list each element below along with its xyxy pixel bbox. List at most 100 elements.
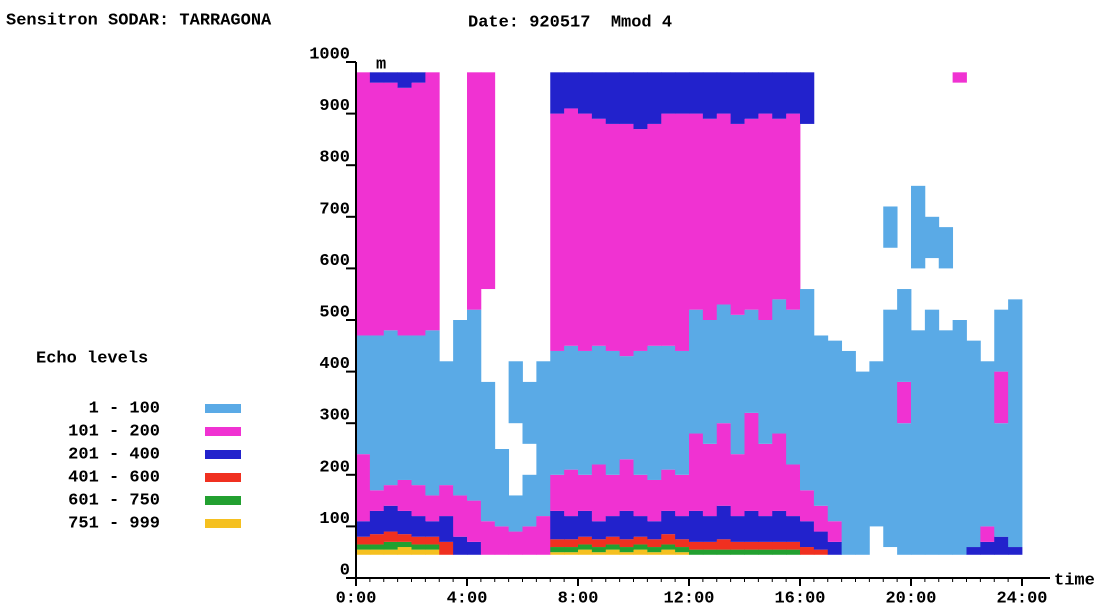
echo-cell	[716, 549, 732, 555]
echo-cell	[356, 454, 371, 522]
echo-cell	[938, 227, 954, 269]
echo-cell	[397, 534, 412, 542]
echo-cell	[924, 309, 940, 555]
legend-label: 751 - 999	[68, 514, 160, 533]
echo-cell	[647, 547, 662, 553]
echo-cell	[647, 521, 662, 540]
echo-cell	[564, 345, 579, 470]
echo-cell	[550, 72, 565, 114]
echo-cell	[661, 544, 676, 550]
echo-cell	[383, 549, 399, 555]
y-tick-label: 400	[319, 355, 350, 374]
echo-cell	[467, 309, 482, 501]
echo-cell	[647, 345, 662, 480]
echo-cell	[813, 505, 829, 532]
echo-cell	[702, 443, 718, 517]
echo-cell	[647, 479, 662, 522]
x-axis-label: time	[1054, 571, 1095, 590]
echo-cell	[924, 216, 940, 259]
echo-cell	[647, 123, 662, 346]
echo-cell	[1008, 547, 1023, 555]
echo-cell	[564, 469, 579, 517]
echo-cell	[702, 516, 718, 542]
echo-cell	[453, 320, 468, 496]
echo-cell	[397, 87, 412, 336]
echo-cell	[786, 464, 801, 517]
echo-cell	[397, 510, 412, 535]
echo-cell	[619, 123, 634, 357]
echo-cell	[758, 443, 773, 517]
echo-cell	[661, 113, 676, 346]
echo-cell	[369, 544, 385, 550]
echo-cell	[591, 547, 607, 553]
echo-cell	[480, 381, 496, 522]
echo-cell	[716, 113, 732, 305]
echo-cell	[397, 335, 412, 480]
echo-cell	[786, 72, 801, 114]
echo-cell	[425, 521, 440, 537]
echo-cell	[578, 474, 593, 511]
echo-cell	[425, 330, 440, 496]
echo-cell	[411, 485, 426, 517]
echo-cell	[439, 485, 454, 517]
echo-cell	[716, 423, 732, 506]
echo-cell	[369, 534, 385, 545]
legend-swatch	[205, 519, 241, 528]
echo-cell	[411, 82, 426, 336]
echo-cell	[550, 510, 565, 540]
echo-cell	[467, 72, 482, 310]
echo-cell	[661, 469, 676, 511]
x-tick-label: 0:00	[336, 589, 377, 608]
echo-cell	[605, 536, 621, 545]
echo-cell	[536, 361, 551, 517]
echo-cell	[827, 521, 843, 542]
echo-cell	[591, 345, 607, 465]
echo-cell	[356, 521, 371, 537]
echo-cell	[661, 510, 676, 535]
y-tick-label: 600	[319, 252, 350, 271]
legend-label: 1 - 100	[89, 399, 160, 418]
echo-cell	[411, 72, 426, 83]
echo-cell	[425, 536, 440, 545]
echo-cell	[522, 474, 537, 527]
echo-cell	[480, 72, 496, 290]
echo-cell	[356, 335, 371, 455]
y-tick-label: 900	[319, 97, 350, 116]
echo-cell	[730, 123, 745, 315]
echo-cell	[633, 516, 648, 537]
echo-cell	[550, 552, 565, 555]
x-tick-label: 24:00	[996, 589, 1047, 608]
echo-cell	[578, 510, 593, 537]
echo-cell	[605, 123, 621, 351]
echo-cell	[994, 536, 1009, 555]
echo-cell	[397, 479, 412, 511]
legend-swatch	[205, 496, 241, 505]
echo-cell	[702, 541, 718, 550]
echo-cell	[772, 433, 787, 511]
echo-cell	[716, 539, 732, 550]
echo-cell	[369, 490, 385, 511]
echo-cell	[508, 361, 523, 424]
echo-cell	[716, 304, 732, 424]
echo-cell	[689, 113, 704, 310]
echo-cell	[411, 335, 426, 486]
echo-cell	[356, 549, 371, 555]
echo-cell	[439, 516, 454, 542]
echo-cell	[494, 449, 510, 527]
echo-cell	[411, 549, 426, 555]
echo-cell	[591, 118, 607, 346]
echo-cell	[605, 516, 621, 537]
echo-cell	[550, 539, 565, 548]
echo-cell	[591, 72, 607, 119]
echo-cell	[744, 541, 759, 550]
echo-cell	[453, 536, 468, 555]
echo-cell	[994, 423, 1009, 537]
echo-cell	[633, 536, 648, 545]
echo-cell	[425, 544, 440, 550]
echo-cell	[744, 309, 759, 413]
echo-cell	[952, 72, 967, 83]
echo-cell	[605, 350, 621, 475]
echo-cell	[841, 350, 856, 555]
echo-cell	[952, 320, 967, 555]
echo-cell	[397, 72, 412, 88]
